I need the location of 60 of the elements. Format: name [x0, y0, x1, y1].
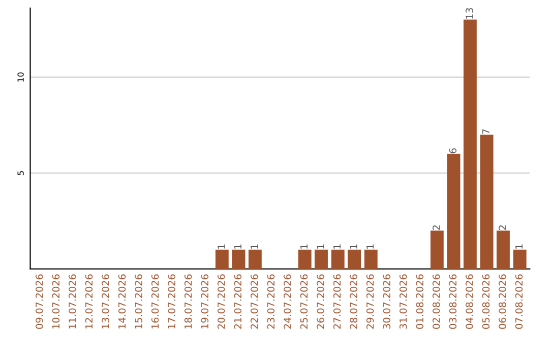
bar	[215, 250, 229, 269]
data-label: 1	[234, 244, 242, 249]
data-label: 13	[466, 8, 474, 19]
bar	[232, 250, 246, 269]
data-label: 1	[333, 244, 341, 249]
bar	[348, 250, 362, 269]
data-label: 2	[432, 225, 440, 230]
data-label: 1	[250, 244, 258, 249]
x-tick-label: 05.08.2026	[482, 274, 490, 329]
data-label: 1	[350, 244, 358, 249]
x-tick-label: 13.07.2026	[102, 274, 110, 328]
x-tick-label: 19.07.2026	[201, 274, 208, 328]
x-tick-label: 12.07.2026	[85, 274, 93, 328]
data-label: 7	[482, 129, 490, 134]
x-tick-label: 20.07.2026	[218, 274, 225, 329]
x-tick-label: 15.07.2026	[134, 274, 142, 328]
x-tick-label: 21.07.2026	[234, 274, 242, 329]
x-tick-label: 11.07.2026	[68, 274, 76, 328]
x-tick-label: 18.07.2026	[184, 274, 192, 328]
data-label: 1	[218, 244, 225, 249]
bar	[447, 154, 460, 269]
bar	[496, 230, 510, 269]
x-tick-label: 26.07.2026	[316, 274, 324, 329]
bar	[331, 250, 344, 269]
bar	[430, 230, 444, 269]
x-tick-label: 29.07.2026	[366, 274, 374, 329]
bar	[314, 250, 328, 269]
bar	[298, 250, 312, 269]
x-tick-label: 22.07.2026	[250, 274, 258, 329]
x-tick-label: 23.07.2026	[267, 274, 275, 329]
bar	[248, 250, 262, 269]
x-tick-label: 09.07.2026	[36, 274, 43, 329]
x-tick-label: 07.08.2026	[515, 274, 523, 329]
x-tick-label: 03.08.2026	[449, 274, 456, 329]
x-tick-label: 02.08.2026	[432, 274, 440, 329]
x-tick-label: 30.07.2026	[382, 274, 390, 329]
x-tick-label: 27.07.2026	[333, 274, 341, 329]
x-tick-label: 24.07.2026	[284, 274, 292, 329]
data-label: 2	[498, 225, 506, 230]
data-label: 1	[300, 244, 308, 249]
x-tick-label: 01.08.2026	[416, 274, 424, 329]
x-tick-label: 25.07.2026	[300, 274, 308, 329]
x-tick-label: 31.07.2026	[400, 274, 407, 329]
x-tick-label: 04.08.2026	[466, 274, 474, 329]
bar	[464, 20, 477, 269]
x-tick-label: 10.07.2026	[52, 274, 60, 328]
data-label: 1	[515, 244, 522, 249]
x-tick-label: 16.07.2026	[151, 274, 159, 328]
bar	[513, 250, 526, 269]
data-label: 1	[366, 244, 374, 249]
x-tick-label: 17.07.2026	[168, 274, 176, 328]
x-tick-label: 14.07.2026	[118, 274, 126, 328]
data-label: 6	[449, 148, 456, 154]
y-tick-label: 10	[17, 72, 24, 82]
x-tick-label: 28.07.2026	[350, 274, 358, 329]
data-label: 1	[316, 244, 324, 249]
y-tick-label: 5	[18, 171, 24, 176]
bar	[364, 250, 378, 269]
bar	[480, 134, 494, 269]
x-tick-label: 06.08.2026	[498, 274, 506, 329]
